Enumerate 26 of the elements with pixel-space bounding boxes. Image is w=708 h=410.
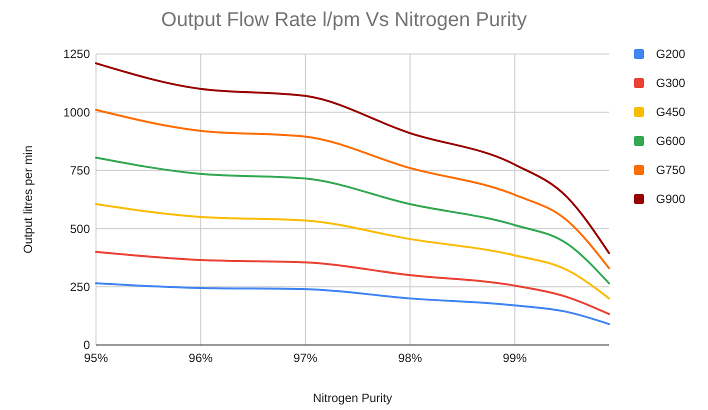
x-axis-title: Nitrogen Purity	[312, 391, 392, 405]
y-tick-label: 0	[83, 338, 90, 352]
x-tick-label: 99%	[502, 351, 528, 365]
x-tick-label: 98%	[398, 351, 422, 365]
chart-title: Output Flow Rate l/pm Vs Nitrogen Purity	[161, 9, 527, 31]
x-tick-label: 97%	[293, 351, 318, 365]
line-series	[95, 108, 610, 270]
line-series	[95, 203, 610, 300]
y-axis-title: Output litres per min	[21, 145, 35, 254]
line-series	[95, 282, 610, 326]
legend-label: G450	[656, 105, 686, 120]
y-tick-label: 250	[70, 280, 90, 294]
line-series	[95, 156, 610, 284]
legend-label: G900	[656, 192, 686, 206]
x-tick-label: 96%	[188, 351, 214, 365]
legend-label: G200	[656, 47, 686, 62]
y-tick-label: 500	[70, 222, 90, 236]
y-tick-label: 750	[70, 164, 90, 178]
x-tick-label: 95%	[84, 351, 108, 365]
line-series	[95, 250, 610, 316]
y-tick-label: 1250	[63, 47, 90, 62]
legend-label: G600	[656, 134, 686, 148]
line-series	[95, 62, 610, 254]
y-tick-label: 1000	[63, 105, 90, 120]
legend-label: G300	[656, 76, 686, 90]
legend-label: G750	[656, 163, 686, 178]
